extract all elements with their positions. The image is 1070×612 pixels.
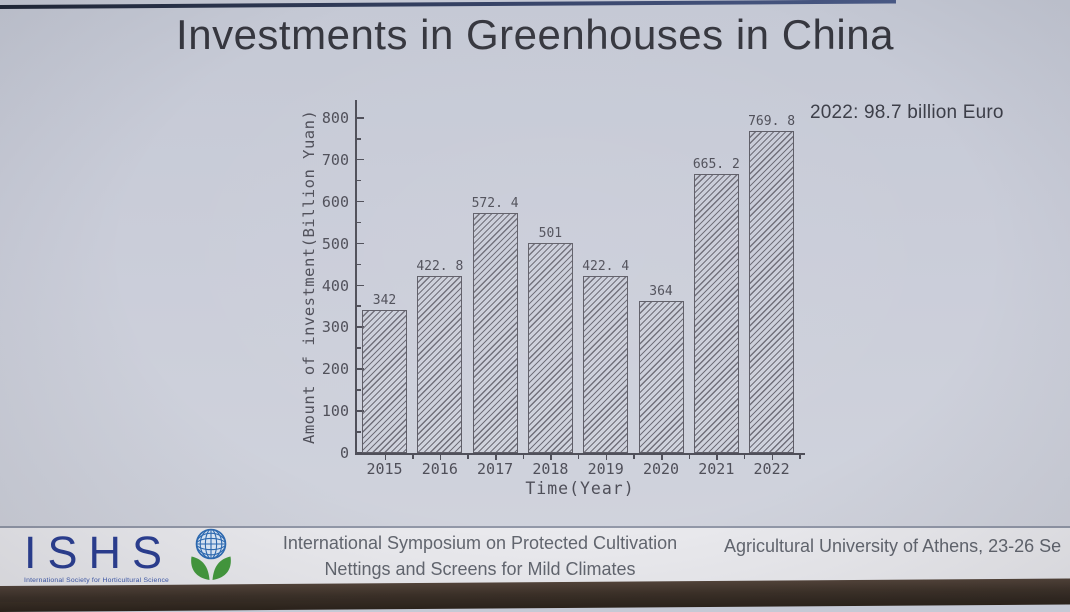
x-minor-tick <box>743 455 746 459</box>
x-tick-label: 2019 <box>587 460 624 478</box>
y-tick <box>357 117 364 119</box>
x-tick-label: 2021 <box>698 460 735 478</box>
y-tick <box>357 221 361 224</box>
bar-2018 <box>527 243 573 453</box>
x-minor-tick <box>412 455 414 459</box>
x-major-tick <box>716 455 718 460</box>
y-tick <box>357 347 361 349</box>
globe-plant-icon <box>191 528 231 580</box>
footer-bar: ISHS International Society for Horticult… <box>0 526 1070 586</box>
y-tick <box>357 137 361 140</box>
ishs-logo-text: ISHS <box>24 527 174 578</box>
y-tick-label: 300 <box>321 318 349 337</box>
bar-value-label: 572. 4 <box>471 196 519 212</box>
x-tick-label: 2022 <box>753 460 790 478</box>
y-tick <box>357 179 361 182</box>
bar-2016 <box>417 275 463 453</box>
y-tick-label: 800 <box>321 109 349 127</box>
y-tick <box>357 284 364 287</box>
ishs-logo-subtext: International Society for Horticultural … <box>24 577 170 584</box>
y-tick <box>357 410 364 412</box>
y-tick <box>357 452 364 454</box>
x-major-tick <box>439 455 442 460</box>
symposium-title: International Symposium on Protected Cul… <box>255 530 705 582</box>
x-major-tick <box>550 455 552 460</box>
ishs-logo: ISHS International Society for Horticult… <box>24 527 180 585</box>
bar-2019 <box>583 276 629 453</box>
y-tick <box>357 200 364 203</box>
bar-2021 <box>693 174 739 453</box>
venue-text: Agricultural University of Athens, 23-26… <box>724 536 1062 556</box>
bar-value-label: 665. 2 <box>692 157 740 173</box>
y-tick <box>357 305 361 308</box>
y-tick-label: 500 <box>321 234 349 253</box>
y-tick-label: 600 <box>321 192 349 211</box>
x-axis-line <box>355 453 805 455</box>
symposium-line1: International Symposium on Protected Cul… <box>282 533 678 553</box>
bar-2020 <box>638 300 684 453</box>
x-tick-label: 2015 <box>366 460 403 478</box>
x-minor-tick <box>688 455 691 459</box>
y-tick <box>357 368 364 370</box>
bar-value-label: 501 <box>538 226 563 242</box>
y-axis-line <box>355 100 357 453</box>
y-tick-label: 400 <box>321 276 349 295</box>
euro-annotation: 2022: 98.7 billion Euro <box>810 102 1004 123</box>
x-tick-label: 2020 <box>642 460 680 478</box>
bar-value-label: 364 <box>649 283 673 299</box>
x-minor-tick <box>633 455 635 459</box>
y-tick <box>357 242 364 245</box>
y-tick-label: 100 <box>321 402 349 421</box>
y-tick <box>357 158 364 161</box>
x-major-tick <box>661 455 663 460</box>
x-tick-label: 2016 <box>421 460 458 478</box>
bar-2015 <box>362 309 407 453</box>
x-tick-label: 2018 <box>532 460 569 478</box>
bar-value-label: 422. 8 <box>416 258 464 274</box>
x-axis-title: Time(Year) <box>525 479 635 498</box>
x-tick-label: 2017 <box>477 460 514 478</box>
x-minor-tick <box>522 455 525 459</box>
x-major-tick <box>495 455 497 460</box>
page-title: Investments in Greenhouses in China <box>176 11 894 58</box>
bar-value-label: 422. 4 <box>582 259 630 275</box>
bar-value-label: 342 <box>372 292 397 308</box>
y-tick <box>357 326 364 328</box>
x-major-tick <box>384 455 387 460</box>
y-tick-label: 700 <box>321 150 349 169</box>
y-tick <box>357 431 361 433</box>
y-tick-label: 0 <box>339 444 349 462</box>
x-minor-tick <box>799 455 801 459</box>
bar-2017 <box>472 213 518 453</box>
x-major-tick <box>771 455 774 460</box>
x-minor-tick <box>578 455 580 459</box>
y-tick <box>357 263 361 266</box>
symposium-line2: Nettings and Screens for Mild Climates <box>324 559 636 579</box>
y-tick-label: 200 <box>321 360 349 379</box>
x-major-tick <box>605 455 608 460</box>
bar-value-label: 769. 8 <box>748 113 796 129</box>
y-tick <box>357 389 361 391</box>
x-minor-tick <box>467 455 469 459</box>
bar-2022 <box>749 130 795 453</box>
